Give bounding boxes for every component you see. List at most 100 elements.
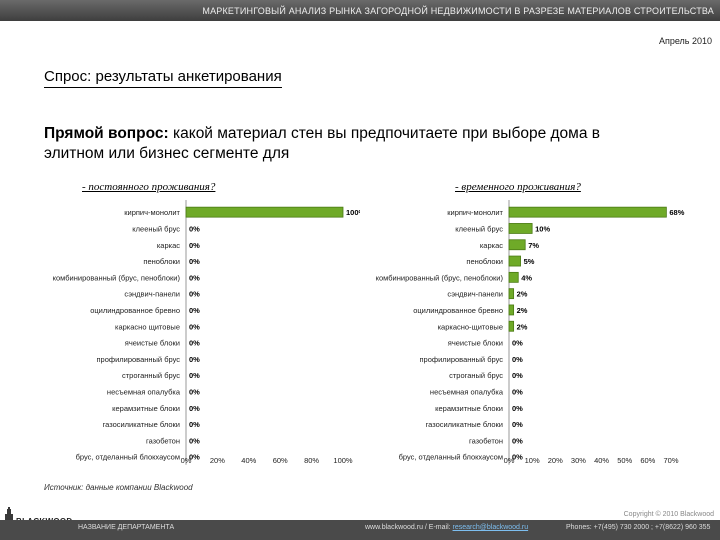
permanent-category-label: брус, отделанный блокхаусом [76, 453, 180, 462]
temporary-category-label: комбинированный (брус, пеноблоки) [376, 273, 504, 282]
temporary-value-label: 0% [512, 355, 523, 364]
temporary-tick-label: 20% [548, 456, 563, 465]
permanent-value-label: 0% [189, 290, 200, 299]
permanent-tick-label: 60% [273, 456, 288, 465]
copyright: Copyright © 2010 Blackwood [623, 511, 714, 518]
temporary-category-label: каркас [480, 241, 503, 250]
header-title: МАРКЕТИНГОВЫЙ АНАЛИЗ РЫНКА ЗАГОРОДНОЙ НЕ… [202, 6, 714, 16]
permanent-category-label: пеноблоки [143, 257, 180, 266]
temporary-bar [508, 304, 515, 316]
temporary-tick-label: 10% [525, 456, 540, 465]
question-body: какой материал стен вы предпочитаете при… [44, 125, 600, 162]
permanent-value-label: 0% [189, 453, 200, 462]
permanent-category-label: оцилиндрованное бревно [90, 306, 180, 315]
temporary-value-label: 0% [512, 387, 523, 396]
temporary-value-label: 68% [669, 208, 684, 217]
footer-bar: НАЗВАНИЕ ДЕПАРТАМЕНТА www.blackwood.ru /… [0, 520, 720, 540]
temporary-value-label: 7% [528, 241, 539, 250]
chart-permanent: кирпич-монолит 100% клееный брус 0% каркас 0%… [53, 200, 360, 465]
permanent-value-label: 0% [189, 420, 200, 429]
temporary-tick-label: 40% [594, 456, 609, 465]
temporary-category-label: несъемная опалубка [430, 387, 504, 396]
question-lead: Прямой вопрос: [44, 125, 169, 142]
permanent-value-label: 0% [189, 387, 200, 396]
temporary-category-label: брус, отделанный блокхаусом [399, 453, 503, 462]
permanent-value-label: 0% [189, 322, 200, 331]
permanent-value-label: 0% [189, 273, 200, 282]
temporary-bar [508, 223, 533, 234]
temporary-bar [508, 239, 526, 251]
temporary-tick-label: 70% [663, 456, 678, 465]
permanent-value-label: 0% [189, 404, 200, 413]
temporary-bar [508, 206, 667, 218]
temporary-category-label: керамзитные блоки [435, 404, 503, 413]
permanent-value-label: 0% [189, 224, 200, 233]
permanent-category-label: комбинированный (брус, пеноблоки) [53, 273, 181, 282]
permanent-category-label: ячеистые блоки [125, 339, 180, 348]
permanent-category-label: каркас [157, 241, 180, 250]
temporary-value-label: 5% [524, 257, 535, 266]
permanent-category-label: каркасно щитовые [115, 322, 180, 331]
temporary-category-label: клееный брус [455, 224, 503, 233]
subtitle-temporary: - временного проживания? [455, 181, 581, 193]
temporary-bar [508, 271, 519, 283]
temporary-value-label: 0% [512, 453, 523, 462]
permanent-value-label: 0% [189, 436, 200, 445]
permanent-category-label: клееный брус [132, 224, 180, 233]
temporary-value-label: 2% [517, 306, 528, 315]
temporary-value-label: 0% [512, 404, 523, 413]
temporary-category-label: сэндвич-панели [447, 290, 503, 299]
temporary-value-label: 0% [512, 371, 523, 380]
permanent-tick-label: 0% [181, 456, 192, 465]
temporary-tick-label: 30% [571, 456, 586, 465]
permanent-category-label: газосиликатные блоки [103, 420, 180, 429]
temporary-bar [508, 255, 521, 267]
temporary-value-label: 2% [517, 290, 528, 299]
temporary-category-label: профилированный брус [420, 355, 504, 364]
permanent-category-label: сэндвич-панели [124, 290, 180, 299]
question-text: Прямой вопрос: какой материал стен вы пр… [44, 124, 664, 164]
temporary-category-label: газобетон [469, 436, 503, 445]
chart-temporary: кирпич-монолит 68% клееный брус 10% каркас 7%… [376, 200, 685, 465]
permanent-value-label: 0% [189, 241, 200, 250]
permanent-category-label: газобетон [146, 436, 180, 445]
permanent-value-label: 0% [189, 355, 200, 364]
temporary-tick-label: 60% [640, 456, 655, 465]
temporary-value-label: 0% [512, 339, 523, 348]
permanent-tick-label: 20% [210, 456, 225, 465]
permanent-value-label: 100% [346, 208, 360, 217]
temporary-value-label: 0% [512, 436, 523, 445]
temporary-category-label: ячеистые блоки [448, 339, 503, 348]
temporary-category-label: кирпич-монолит [447, 208, 503, 217]
permanent-bar [185, 206, 344, 218]
footer-phones: Phones: +7(495) 730 2000 ; +7(8622) 960 … [566, 524, 711, 531]
temporary-category-label: пеноблоки [466, 257, 503, 266]
permanent-tick-label: 40% [241, 456, 256, 465]
permanent-category-label: керамзитные блоки [112, 404, 180, 413]
temporary-category-label: газосиликатные блоки [426, 420, 503, 429]
permanent-value-label: 0% [189, 339, 200, 348]
temporary-value-label: 2% [517, 322, 528, 331]
permanent-category-label: строганный брус [122, 371, 180, 380]
permanent-value-label: 0% [189, 257, 200, 266]
temporary-tick-label: 50% [617, 456, 632, 465]
footer-department: НАЗВАНИЕ ДЕПАРТАМЕНТА [78, 524, 175, 531]
permanent-category-label: профилированный брус [97, 355, 181, 364]
footer-site: www.blackwood.ru / E-mail: [365, 524, 453, 531]
footer-email-link[interactable]: research@blackwood.ru [452, 524, 529, 531]
temporary-tick-label: 0% [504, 456, 515, 465]
temporary-category-label: строганый брус [449, 371, 503, 380]
report-date: Апрель 2010 [658, 36, 712, 46]
subtitle-permanent: - постоянного проживания? [82, 181, 216, 193]
temporary-value-label: 10% [535, 224, 550, 233]
temporary-category-label: каркасно-щитовые [438, 322, 503, 331]
source-note: Источник: данные компании Blackwood [44, 483, 193, 492]
temporary-bar [508, 288, 515, 300]
section-title: Спрос: результаты анкетирования [44, 68, 282, 88]
permanent-tick-label: 80% [304, 456, 319, 465]
header-bar: МАРКЕТИНГОВЫЙ АНАЛИЗ РЫНКА ЗАГОРОДНОЙ НЕ… [0, 0, 720, 21]
temporary-bar [508, 320, 515, 332]
temporary-category-label: оцилиндрованное бревно [413, 306, 503, 315]
permanent-value-label: 0% [189, 371, 200, 380]
footer-contacts: www.blackwood.ru / E-mail: research@blac… [365, 524, 528, 531]
